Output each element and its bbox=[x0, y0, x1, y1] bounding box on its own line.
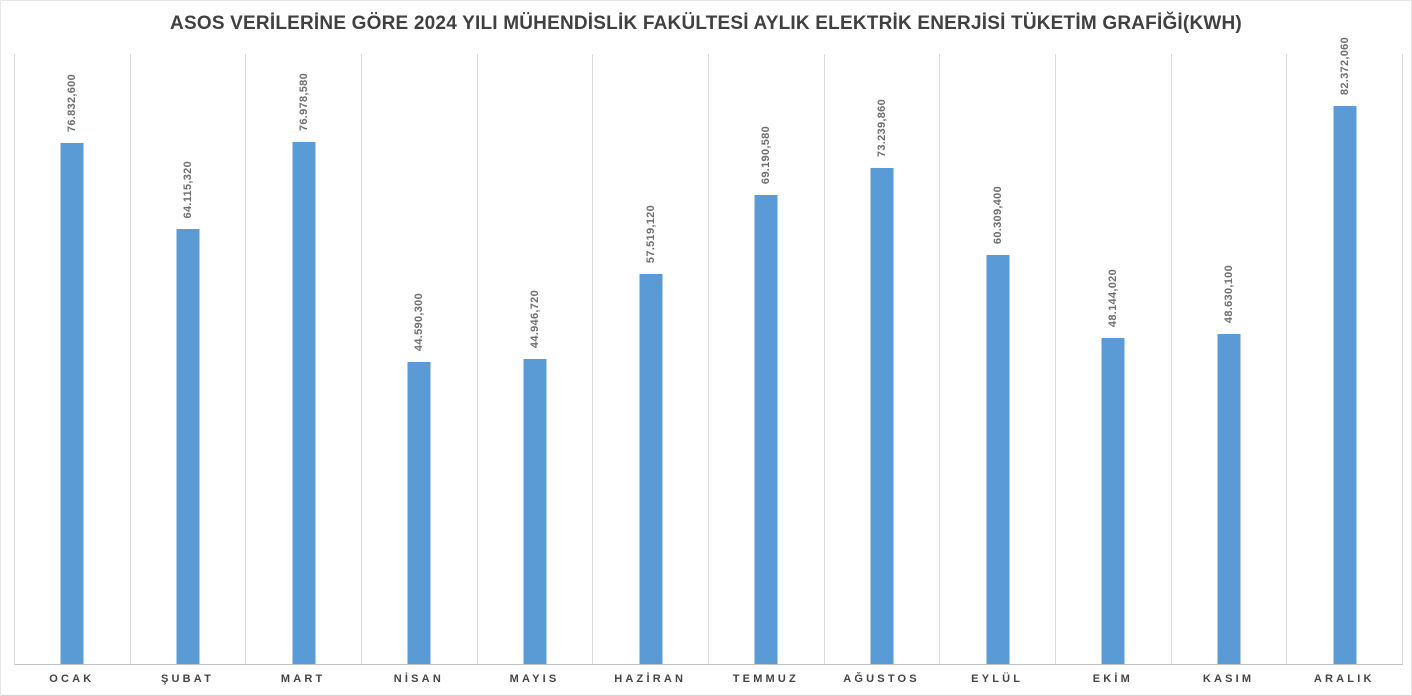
x-axis-label-kasim: KASIM bbox=[1202, 673, 1255, 685]
x-axis-label-temmuz: TEMMUZ bbox=[732, 673, 799, 685]
bar-value-label: 48.144,020 bbox=[1107, 268, 1120, 327]
bar-şubat bbox=[176, 229, 200, 664]
bar-eylül bbox=[986, 255, 1010, 664]
plot-area: 76.832,600 64.115,320 76.978,580 44.590,… bbox=[14, 37, 1404, 665]
chart-column: 44.590,300 bbox=[362, 54, 478, 664]
chart-column: 48.630,100 bbox=[1172, 54, 1288, 664]
bar-value-label: 69.190,580 bbox=[760, 125, 773, 185]
bar-value-label: 82.372,060 bbox=[1338, 36, 1351, 95]
bar-value-label: 76.978,580 bbox=[297, 73, 310, 132]
chart-column: 48.144,020 bbox=[1056, 54, 1172, 664]
bar-value-label: 76.832,600 bbox=[66, 74, 79, 133]
chart-column: 82.372,060 bbox=[1287, 37, 1404, 664]
x-axis-label-şubat: ŞUBAT bbox=[160, 673, 215, 685]
chart-title: ASOS VERİLERİNE GÖRE 2024 YILI MÜHENDİSL… bbox=[170, 13, 1242, 34]
bar-mayis bbox=[523, 359, 547, 664]
bar-eki̇m bbox=[1101, 337, 1125, 664]
chart-column: 69.190,580 bbox=[709, 54, 825, 664]
bar-value-label: 48.630,100 bbox=[1223, 265, 1236, 324]
x-axis-label-aralik: ARALIK bbox=[1313, 673, 1375, 685]
x-axis-label-mart: MART bbox=[280, 673, 326, 685]
x-axis-label-eki̇m: EKİM bbox=[1092, 673, 1134, 685]
bar-ocak bbox=[60, 143, 84, 664]
chart-column: 76.832,600 bbox=[15, 54, 131, 664]
bar-kasim bbox=[1217, 334, 1241, 664]
x-axis-label-ocak: OCAK bbox=[49, 673, 95, 685]
bar-value-label: 44.946,720 bbox=[529, 290, 542, 349]
bar-ni̇san bbox=[407, 361, 431, 664]
bar-aralik bbox=[1333, 105, 1357, 664]
bar-value-label: 60.309,400 bbox=[991, 186, 1004, 245]
chart-column: 60.309,400 bbox=[940, 54, 1057, 664]
bar-value-label: 73.239,860 bbox=[876, 98, 889, 157]
chart-column: 64.115,320 bbox=[131, 54, 247, 664]
x-axis-label-mayis: MAYIS bbox=[509, 673, 560, 685]
x-axis: OCAK ŞUBAT MART NİSAN MAYIS HAZİRAN TEMM… bbox=[14, 665, 1402, 694]
chart-column: 73.239,860 bbox=[825, 54, 941, 664]
x-axis-label-ağustos: AĞUSTOS bbox=[843, 673, 920, 685]
bar-temmuz bbox=[754, 195, 778, 664]
chart-column: 57.519,120 bbox=[593, 54, 710, 664]
bar-value-label: 44.590,300 bbox=[413, 292, 426, 351]
bar-value-label: 57.519,120 bbox=[644, 205, 657, 264]
bar-value-label: 64.115,320 bbox=[182, 161, 194, 219]
x-axis-label-ni̇san: NİSAN bbox=[393, 673, 444, 685]
x-axis-label-hazi̇ran: HAZİRAN bbox=[614, 673, 687, 685]
chart-column: 44.946,720 bbox=[478, 54, 594, 664]
bar-hazi̇ran bbox=[639, 274, 663, 664]
bar-mart bbox=[292, 142, 316, 664]
x-axis-label-eylül: EYLÜL bbox=[971, 673, 1024, 685]
bar-ağustos bbox=[870, 167, 894, 664]
chart-column: 76.978,580 bbox=[246, 54, 363, 664]
